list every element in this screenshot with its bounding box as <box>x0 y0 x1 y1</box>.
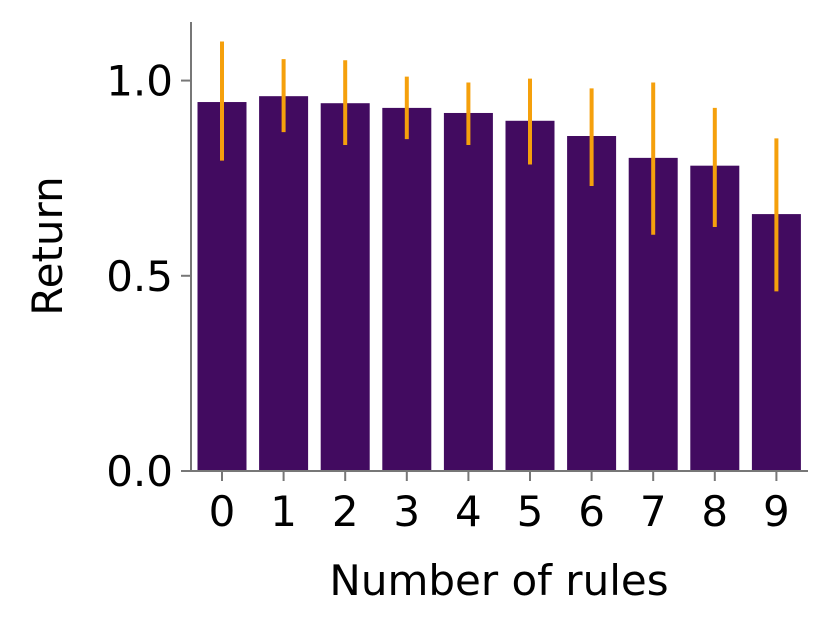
x-tick-label-1: 1 <box>270 487 297 536</box>
y-ticks-group: 0.0 0.5 1.0 <box>106 57 191 496</box>
bar-5 <box>505 120 555 471</box>
x-tick-label-0: 0 <box>209 487 236 536</box>
x-tick-label-9: 9 <box>763 487 790 536</box>
x-axis-label: Number of rules <box>329 556 668 605</box>
x-tick-label-2: 2 <box>332 487 359 536</box>
x-tick-label-4: 4 <box>455 487 482 536</box>
bars-group <box>197 96 801 472</box>
x-tick-label-8: 8 <box>701 487 728 536</box>
y-axis-label: Return <box>23 176 72 315</box>
bar-1 <box>259 96 309 471</box>
x-tick-label-5: 5 <box>517 487 544 536</box>
y-tick-label-1.0: 1.0 <box>106 57 173 106</box>
x-tick-label-3: 3 <box>393 487 420 536</box>
x-tick-label-7: 7 <box>640 487 667 536</box>
bar-4 <box>443 112 493 471</box>
x-tick-label-6: 6 <box>578 487 605 536</box>
bar-2 <box>320 103 370 471</box>
bar-0 <box>197 102 247 472</box>
y-tick-label-0.0: 0.0 <box>106 447 173 496</box>
bar-3 <box>382 107 432 471</box>
bar-6 <box>567 136 617 471</box>
y-tick-label-0.5: 0.5 <box>106 252 173 301</box>
error-bars-group <box>220 41 779 292</box>
